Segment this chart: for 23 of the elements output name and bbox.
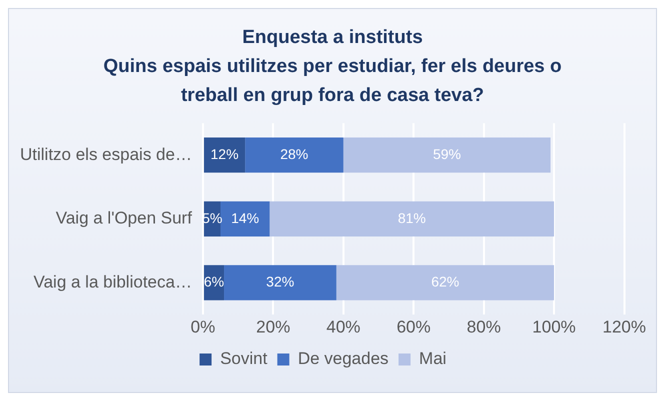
- data-label: 59%: [432, 146, 461, 162]
- legend-label: De vegades: [298, 349, 389, 368]
- x-tick-label: 40%: [326, 317, 360, 336]
- y-tick-label: Vaig a l'Open Surf: [56, 208, 192, 228]
- legend-label: Sovint: [220, 349, 268, 368]
- y-tick-label: Vaig a la biblioteca…: [34, 272, 192, 292]
- data-label: 14%: [231, 210, 260, 226]
- data-label: 12%: [210, 146, 239, 162]
- x-tick-label: 20%: [256, 317, 290, 336]
- x-tick-label: 80%: [466, 317, 501, 336]
- data-label: 81%: [398, 210, 426, 226]
- data-label: 28%: [280, 146, 308, 162]
- data-label: 62%: [431, 274, 460, 290]
- x-tick-label: 120%: [602, 317, 646, 336]
- chart-subtitle: Quins espais utilitzes per estudiar, fer els deures o treball en grup fora de casa teva?: [102, 55, 563, 108]
- x-tick-label: 100%: [532, 317, 576, 336]
- x-tick-label: 0%: [190, 317, 216, 336]
- data-label: 6%: [204, 274, 224, 290]
- legend-label: Mai: [419, 349, 446, 368]
- x-tick-label: 60%: [396, 317, 431, 336]
- y-tick-label: Utilitzo els espais de…: [20, 144, 192, 164]
- chart-title: Enquesta a instituts: [241, 26, 424, 50]
- data-label: 32%: [266, 274, 294, 290]
